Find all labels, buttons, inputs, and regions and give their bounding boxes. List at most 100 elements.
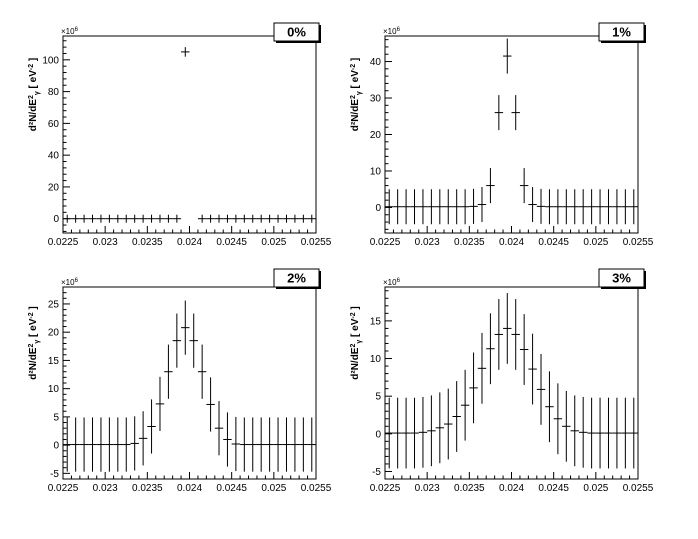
ylabel-sup: 2: [350, 344, 357, 348]
x-tick-label: 0.024: [177, 237, 202, 248]
data-point: [477, 187, 487, 223]
data-point: [88, 417, 97, 472]
data-point: [393, 189, 402, 225]
y-tick-label: 20: [48, 182, 60, 193]
ylabel-close: ]: [350, 58, 361, 64]
data-point: [63, 417, 72, 472]
exponent-label: ×106: [61, 27, 79, 36]
y-axis: 0 20 40 60 80 100: [42, 40, 70, 232]
x-tick-label: 0.024: [499, 237, 524, 248]
exponent-base: ×10: [61, 278, 75, 287]
data-point: [197, 344, 207, 399]
x-tick-label: 0.0255: [301, 483, 332, 494]
data-point: [410, 397, 419, 469]
y-axis-label: d²N/dE2γ [ eV-2 ]: [28, 306, 41, 380]
data-point: [553, 189, 563, 225]
data-point: [578, 189, 588, 225]
exponent-label: ×106: [383, 278, 401, 287]
data-point: [612, 189, 622, 225]
y-tick-label: 40: [370, 57, 382, 68]
data-point: [71, 214, 80, 223]
data-point: [570, 189, 579, 225]
y-axis-label: d²N/dE2γ [ eV-2 ]: [350, 306, 363, 380]
data-point: [71, 417, 80, 472]
data-point: [172, 214, 182, 223]
data-point: [172, 313, 182, 368]
data-point: [79, 214, 89, 223]
data-point: [612, 397, 622, 469]
data-point: [452, 189, 461, 225]
ylabel-main: d²N/dE: [28, 347, 39, 380]
x-tick-label: 0.0235: [132, 483, 163, 494]
data-point: [206, 377, 215, 432]
ylabel-main: d²N/dE: [350, 347, 361, 380]
panel-title-box: 0%: [273, 22, 321, 43]
y-axis-label: d²N/dE2γ [ eV-2 ]: [28, 58, 41, 132]
data-point: [545, 189, 554, 225]
data-point: [536, 354, 546, 425]
x-tick-label: 0.024: [177, 483, 202, 494]
data-point: [256, 417, 266, 472]
exponent-base: ×10: [383, 27, 397, 36]
data-point: [290, 214, 300, 223]
data-series: [385, 38, 638, 225]
data-point: [629, 189, 638, 225]
data-point: [248, 417, 257, 472]
data-point: [629, 397, 638, 469]
plot-frame: [62, 35, 317, 234]
data-series: [63, 300, 316, 472]
exponent-power: 6: [75, 27, 79, 33]
data-point: [240, 214, 249, 223]
data-point: [444, 388, 453, 460]
ylabel-sub: γ: [34, 340, 41, 344]
data-point: [113, 214, 123, 223]
data-point: [147, 214, 156, 223]
x-tick-label: 0.023: [415, 237, 440, 248]
data-point: [528, 333, 537, 405]
data-point: [570, 395, 579, 467]
exponent-power: 6: [397, 27, 401, 33]
data-point: [155, 214, 165, 223]
data-point: [282, 214, 291, 223]
y-tick-label: 15: [370, 316, 382, 327]
data-point: [460, 369, 470, 441]
data-point: [88, 214, 97, 223]
data-point: [410, 189, 419, 225]
x-tick-label: 0.0245: [538, 237, 569, 248]
y-tick-label: 100: [42, 55, 59, 66]
y-tick-label: 20: [370, 130, 382, 141]
panel-title-box: 2%: [273, 268, 321, 289]
data-point: [240, 417, 249, 472]
title-box-frame: [273, 22, 320, 42]
data-point: [553, 383, 563, 455]
data-point: [477, 332, 487, 404]
data-point: [621, 397, 630, 469]
ylabel-unit: [ eV: [350, 70, 361, 91]
y-tick-label: 0: [375, 429, 381, 440]
ylabel-unit-sup: -2: [350, 312, 357, 318]
data-point: [113, 417, 123, 472]
data-point: [197, 214, 207, 223]
ylabel-sup: 2: [28, 95, 35, 99]
data-point: [595, 189, 605, 225]
data-point: [444, 189, 453, 225]
x-tick-label: 0.024: [499, 483, 524, 494]
data-point: [511, 299, 520, 370]
title-box-frame: [598, 22, 645, 42]
data-point: [469, 188, 478, 224]
y-tick-label: 60: [48, 119, 60, 130]
data-point: [206, 214, 215, 223]
data-point: [147, 399, 156, 454]
data-point: [427, 395, 436, 467]
y-tick-label: 10: [370, 354, 382, 365]
data-point: [545, 371, 554, 443]
data-point: [393, 397, 402, 469]
data-point: [214, 401, 224, 456]
data-point: [282, 417, 291, 472]
data-point: [385, 189, 394, 225]
y-tick-label: 80: [48, 87, 60, 98]
data-point: [181, 300, 190, 355]
data-point: [418, 396, 428, 468]
data-point: [595, 397, 605, 469]
data-point: [307, 417, 316, 472]
